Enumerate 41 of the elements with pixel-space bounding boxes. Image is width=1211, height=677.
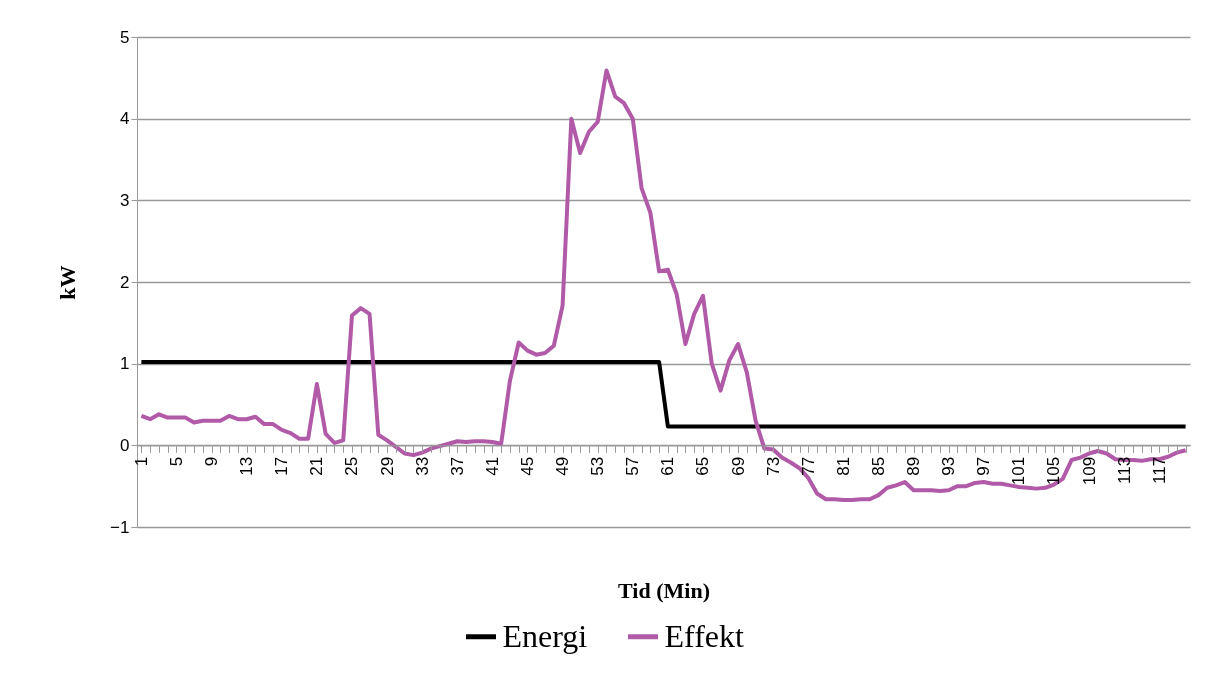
x-tick-label: 37 xyxy=(447,456,467,476)
x-tick-label: 65 xyxy=(693,456,713,476)
y-tick-label: −1 xyxy=(110,517,130,537)
x-tick-label: 41 xyxy=(482,456,502,476)
legend-label: Effekt xyxy=(664,617,744,654)
x-tick-label: 109 xyxy=(1079,456,1099,486)
y-tick-label: 3 xyxy=(120,190,130,210)
y-tick-label: 2 xyxy=(120,272,130,292)
x-axis-title: Tid (Min) xyxy=(618,577,710,603)
x-tick-label: 61 xyxy=(658,456,678,476)
x-tick-label: 17 xyxy=(272,456,292,476)
x-tick-label: 21 xyxy=(307,456,327,476)
x-tick-label: 77 xyxy=(798,456,818,476)
x-tick-label: 73 xyxy=(763,456,783,476)
x-tick-label: 97 xyxy=(974,456,994,476)
x-tick-label: 57 xyxy=(623,456,643,476)
x-tick-label: 1 xyxy=(131,456,151,467)
x-tick-label: 33 xyxy=(412,456,432,476)
y-tick-label: 5 xyxy=(120,27,130,47)
x-tick-label: 13 xyxy=(237,456,257,476)
x-tick-label: 93 xyxy=(939,456,959,476)
y-axis-title: kW xyxy=(55,265,81,300)
x-tick-label: 105 xyxy=(1044,456,1064,486)
x-tick-label: 9 xyxy=(202,456,222,467)
x-tick-label: 113 xyxy=(1114,456,1134,484)
x-tick-label: 25 xyxy=(342,456,362,476)
y-tick-label: 0 xyxy=(120,435,130,455)
x-tick-label: 85 xyxy=(868,456,888,476)
x-tick-label: 89 xyxy=(904,456,924,476)
x-tick-label: 117 xyxy=(1149,456,1169,484)
x-tick-label: 53 xyxy=(588,456,608,476)
x-tick-label: 45 xyxy=(517,456,537,476)
y-tick-label: 4 xyxy=(120,109,130,129)
x-tick-label: 81 xyxy=(833,456,853,476)
legend-label: Energi xyxy=(502,617,588,654)
x-tick-label: 5 xyxy=(166,456,186,467)
x-tick-label: 69 xyxy=(728,456,748,476)
y-tick-label: 1 xyxy=(120,354,130,374)
x-tick-label: 49 xyxy=(553,456,573,476)
x-tick-label: 29 xyxy=(377,456,397,476)
x-tick-label: 101 xyxy=(1009,456,1029,486)
